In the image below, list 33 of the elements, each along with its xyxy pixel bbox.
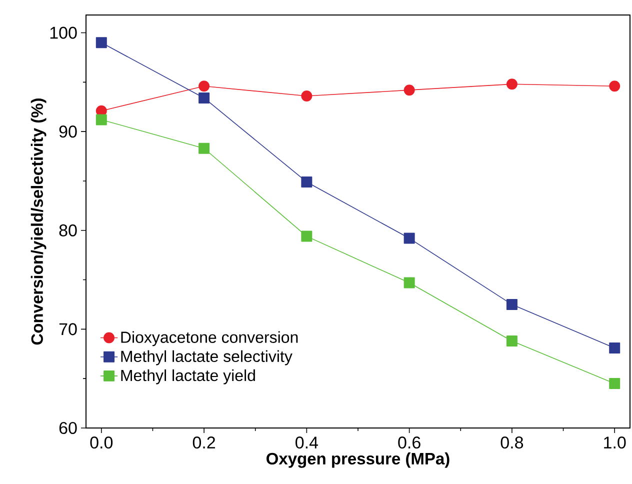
point: [198, 92, 210, 104]
point: [404, 277, 415, 288]
point: [506, 78, 518, 90]
x-tick-label: 0.0: [90, 436, 113, 449]
legend-label: Dioxyacetone conversion: [121, 331, 298, 346]
y-tick-label: 90: [59, 126, 77, 138]
x-tick-label: 0.6: [398, 436, 420, 449]
legend-label: Methyl lactate yield: [121, 369, 255, 384]
y-tick-label: 60: [59, 422, 77, 434]
point: [609, 80, 620, 92]
point: [96, 37, 107, 48]
y-tick-label: 80: [59, 224, 77, 236]
x-axis-title: Oxygen pressure (MPa): [266, 452, 450, 468]
x-tick-label: 0.4: [296, 436, 318, 449]
point: [301, 176, 312, 188]
point: [609, 342, 620, 354]
point: [96, 114, 107, 126]
point: [301, 90, 312, 102]
y-axis-title: Conversion/yield/selectivity (%): [30, 98, 46, 345]
x-tick-label: 0.8: [500, 436, 524, 449]
y-tick-label: 70: [59, 323, 77, 336]
y-tick-label: 100: [50, 26, 77, 39]
x-tick-label: 0.2: [192, 436, 215, 449]
point: [404, 232, 415, 244]
point: [301, 230, 312, 242]
x-tick-label: 1.0: [604, 436, 626, 449]
point: [506, 298, 518, 310]
legend-label: Methyl lactate selectivity: [121, 350, 292, 366]
point: [198, 142, 210, 154]
point: [198, 80, 210, 92]
point: [609, 378, 620, 390]
point: [506, 336, 518, 347]
point: [404, 84, 415, 96]
